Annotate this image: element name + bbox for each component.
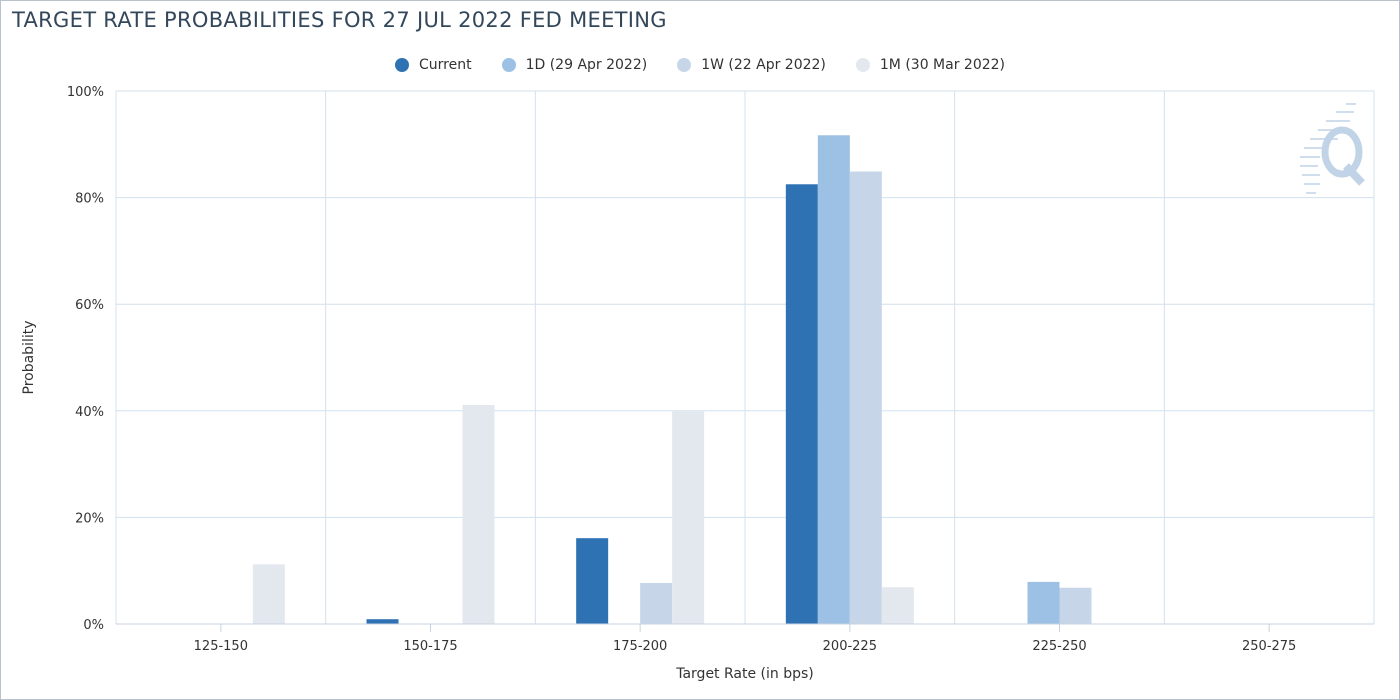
bar-200-225-series-0 (785, 184, 818, 624)
x-tick-label: 175-200 (613, 639, 667, 654)
x-tick-label: 125-150 (194, 639, 248, 654)
bar-225-250-series-2 (1059, 587, 1092, 624)
legend-dot-icon (394, 58, 409, 72)
bar-200-225-series-1 (817, 135, 850, 624)
y-tick-label: 100% (67, 85, 104, 100)
bar-200-225-series-2 (849, 171, 882, 624)
legend-dot-icon (501, 58, 516, 72)
legend-label: 1M (30 Mar 2022) (879, 57, 1006, 73)
bar-125-150-series-3 (252, 564, 285, 624)
bar-225-250-series-1 (1027, 581, 1060, 624)
x-tick-label: 200-225 (823, 639, 877, 654)
legend-label: 1D (29 Apr 2022) (525, 57, 648, 73)
legend-item-1[interactable]: 1D (29 Apr 2022) (501, 57, 648, 73)
y-tick-label: 0% (83, 618, 104, 633)
legend-item-3[interactable]: 1M (30 Mar 2022) (855, 57, 1006, 73)
bar-150-175-series-3 (462, 404, 495, 624)
chart-title: TARGET RATE PROBABILITIES FOR 27 JUL 202… (12, 8, 667, 32)
bar-150-175-series-0 (366, 619, 399, 624)
y-tick-label: 80% (75, 192, 104, 207)
y-tick-label: 40% (75, 405, 104, 420)
legend-item-2[interactable]: 1W (22 Apr 2022) (677, 57, 826, 73)
x-tick-label: 250-275 (1242, 639, 1296, 654)
y-axis-title: Probability (21, 320, 37, 394)
legend-dot-icon (855, 58, 870, 72)
legend-label: 1W (22 Apr 2022) (701, 57, 826, 73)
bar-175-200-series-3 (672, 411, 705, 624)
x-tick-label: 225-250 (1032, 639, 1086, 654)
y-tick-label: 20% (75, 511, 104, 526)
legend-dot-icon (677, 58, 692, 72)
bar-200-225-series-3 (881, 587, 914, 624)
y-tick-label: 60% (75, 298, 104, 313)
bar-175-200-series-0 (576, 538, 609, 624)
x-axis-title: Target Rate (in bps) (675, 666, 814, 682)
legend-label: Current (418, 57, 472, 73)
x-tick-label: 150-175 (403, 639, 457, 654)
bar-175-200-series-2 (640, 582, 673, 624)
chart-legend: Current 1D (29 Apr 2022) 1W (22 Apr 2022) 1… (0, 54, 1400, 76)
legend-item-0[interactable]: Current (394, 57, 472, 73)
quickstrike-q-logo-icon (1300, 103, 1365, 194)
